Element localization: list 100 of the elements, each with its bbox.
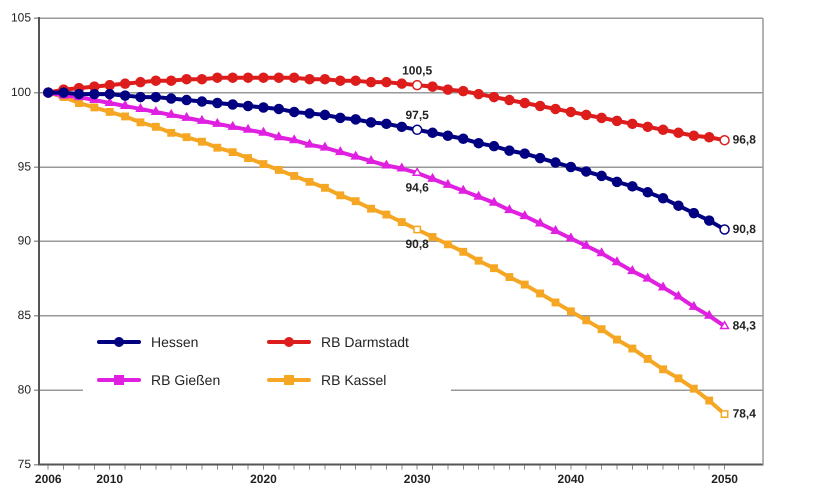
point <box>658 124 668 136</box>
point <box>150 75 162 86</box>
y-tick-label: 100 <box>10 84 32 99</box>
legend-label: RB Kassel <box>321 372 386 388</box>
point <box>320 142 330 151</box>
point <box>504 145 515 156</box>
point <box>720 410 729 418</box>
point <box>474 192 484 200</box>
point <box>566 106 576 118</box>
point <box>366 117 376 128</box>
x-tick-label: 2006 <box>34 472 62 486</box>
point <box>152 122 160 131</box>
data-label: 90,8 <box>405 236 430 251</box>
point <box>612 116 622 126</box>
data-label: 78,4 <box>732 406 756 420</box>
point <box>458 133 469 144</box>
point <box>580 110 592 120</box>
point <box>258 72 269 83</box>
point <box>489 197 499 206</box>
y-tick-label: 85 <box>18 308 32 322</box>
point <box>304 74 315 84</box>
point <box>274 132 284 140</box>
point <box>166 93 176 104</box>
point <box>304 139 314 148</box>
point <box>274 166 283 174</box>
point <box>335 75 346 86</box>
point <box>705 396 714 405</box>
point <box>442 84 454 95</box>
point <box>520 280 529 288</box>
point <box>690 384 698 393</box>
point <box>242 100 254 112</box>
point <box>213 144 222 152</box>
point <box>196 74 208 84</box>
point <box>336 146 345 156</box>
point <box>382 160 392 169</box>
point <box>459 248 468 256</box>
point <box>336 191 344 200</box>
point <box>121 112 130 120</box>
point <box>612 256 622 266</box>
x-tick-label: 2030 <box>404 472 431 486</box>
y-tick-label: 95 <box>18 159 32 174</box>
legend-label: RB Darmstadt <box>321 334 409 350</box>
point <box>381 76 392 88</box>
point <box>719 134 730 146</box>
point <box>89 88 100 100</box>
point <box>644 355 652 363</box>
point <box>150 92 162 102</box>
point <box>720 320 730 330</box>
point <box>552 298 560 306</box>
point <box>550 226 560 234</box>
point <box>488 140 500 152</box>
point <box>427 81 438 92</box>
data-label: 90,8 <box>732 222 756 236</box>
point <box>474 256 483 265</box>
point <box>212 98 223 108</box>
point <box>242 72 254 83</box>
point <box>181 94 192 106</box>
point <box>520 148 530 159</box>
point <box>227 99 238 110</box>
point <box>504 94 515 106</box>
point <box>290 172 298 180</box>
point <box>428 233 436 241</box>
point <box>351 151 360 160</box>
point <box>350 75 361 86</box>
point <box>198 138 206 146</box>
point <box>136 118 144 126</box>
point <box>566 307 575 316</box>
point <box>182 112 192 121</box>
point <box>444 240 452 248</box>
point <box>167 128 176 137</box>
point <box>596 170 607 182</box>
point <box>212 118 222 127</box>
point <box>596 248 606 256</box>
point <box>536 290 544 298</box>
point <box>598 325 606 334</box>
point <box>135 76 146 88</box>
point <box>381 118 392 130</box>
point <box>612 176 622 188</box>
point <box>136 104 146 112</box>
point <box>535 218 545 227</box>
point <box>550 104 561 114</box>
point <box>227 72 238 83</box>
point <box>166 110 176 118</box>
y-tick-label: 75 <box>18 456 32 471</box>
y-tick-label: 80 <box>18 382 32 397</box>
point <box>396 122 408 132</box>
point <box>704 310 714 319</box>
point <box>350 114 361 125</box>
point <box>490 264 498 272</box>
point <box>120 90 130 101</box>
point <box>258 128 268 136</box>
point <box>566 162 576 172</box>
point <box>412 124 422 136</box>
point <box>306 178 314 186</box>
point <box>120 100 130 109</box>
point <box>135 92 146 102</box>
point <box>689 302 698 310</box>
point <box>688 208 700 218</box>
point <box>243 124 253 133</box>
point <box>258 102 269 113</box>
